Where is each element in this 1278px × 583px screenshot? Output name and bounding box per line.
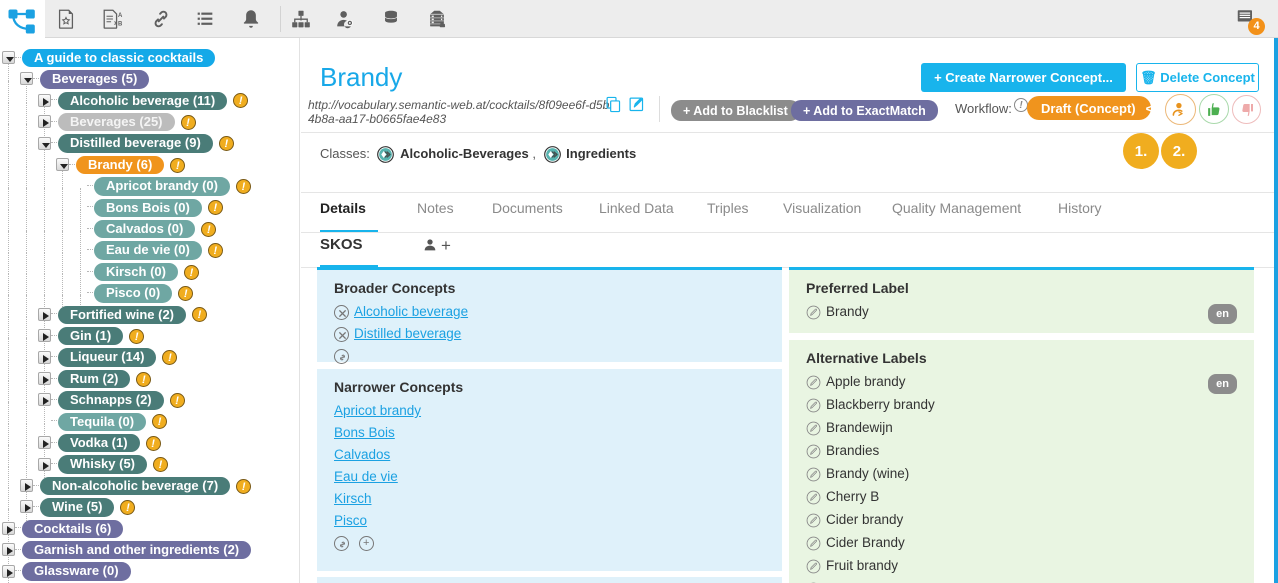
svg-text:A: A (118, 13, 123, 19)
svg-text:B: B (118, 21, 123, 27)
